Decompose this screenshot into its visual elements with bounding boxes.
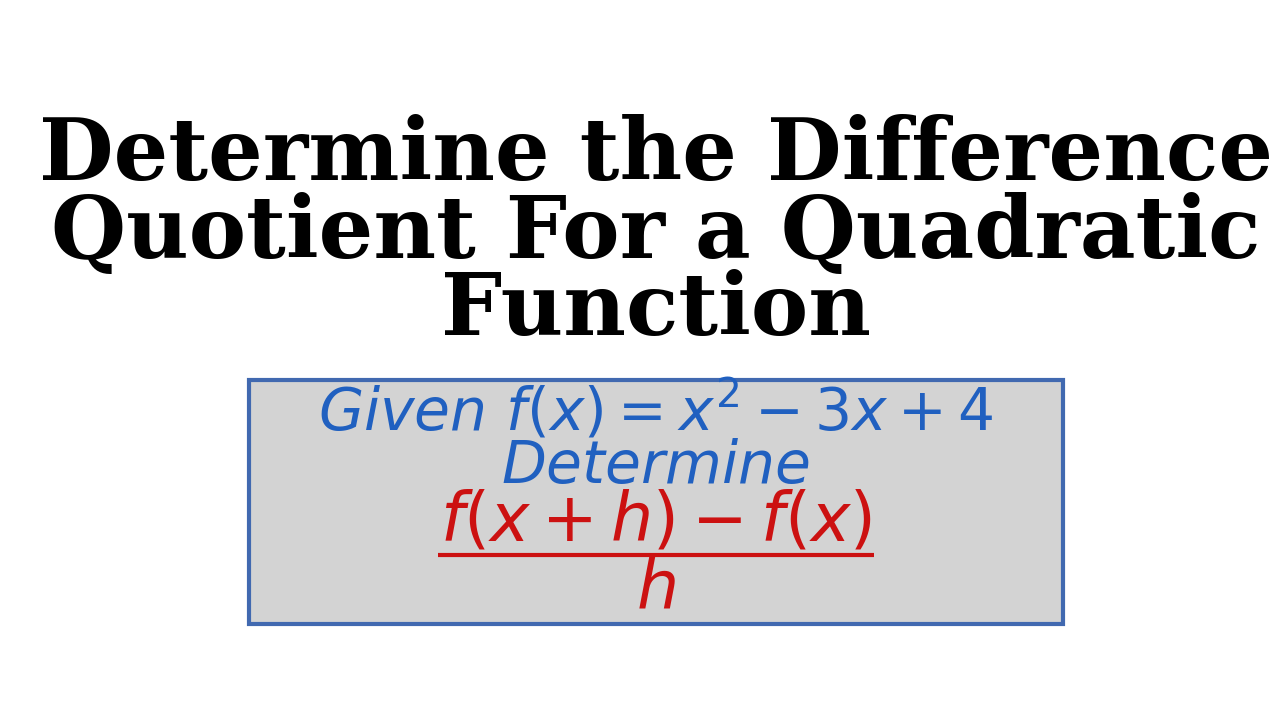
FancyBboxPatch shape xyxy=(250,380,1062,624)
Text: Determine the Difference: Determine the Difference xyxy=(38,114,1274,198)
Text: Quotient For a Quadratic: Quotient For a Quadratic xyxy=(51,192,1261,276)
Text: $\mathit{Determine}$: $\mathit{Determine}$ xyxy=(502,438,810,495)
Text: $\mathit{f}(\mathit{x} + \mathit{h}) - \mathit{f}(\mathit{x})$: $\mathit{f}(\mathit{x} + \mathit{h}) - \… xyxy=(440,489,872,554)
Text: $\mathit{h}$: $\mathit{h}$ xyxy=(636,557,676,623)
Text: $\mathit{Given}\ f(x) = x^2 - 3x + 4$: $\mathit{Given}\ f(x) = x^2 - 3x + 4$ xyxy=(319,379,993,443)
Text: Function: Function xyxy=(442,269,870,354)
